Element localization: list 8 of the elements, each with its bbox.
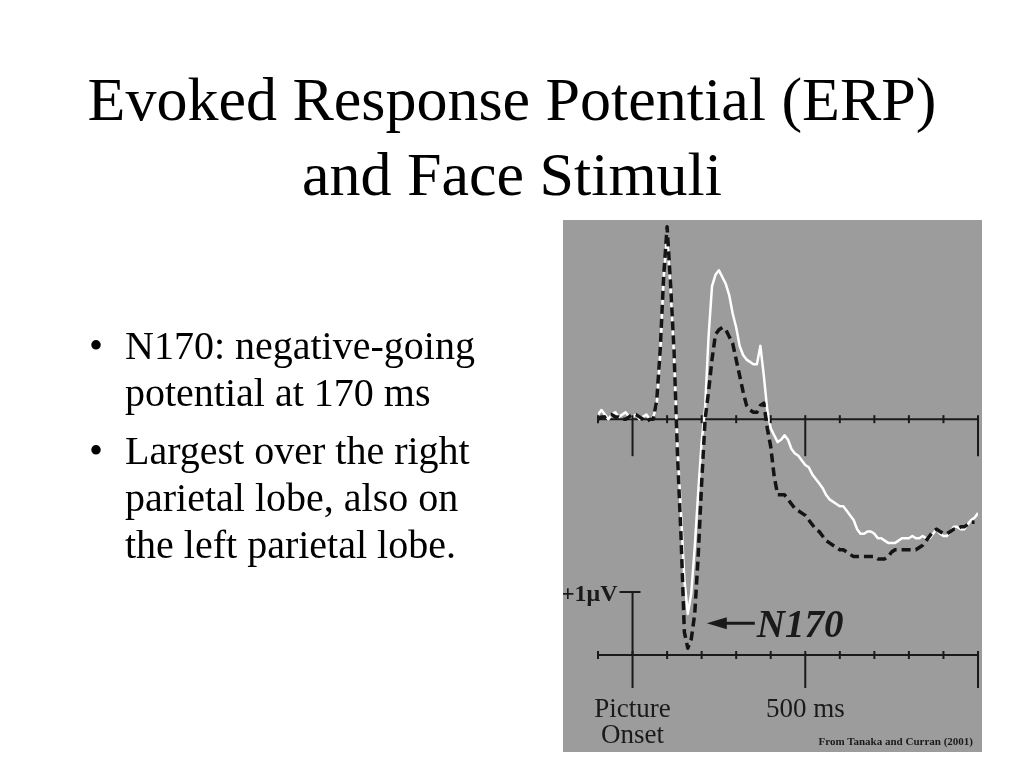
text: • Largest over the right parietal lobe, also on the left parietal lobe. [89, 427, 470, 567]
chart-title: Evoked Response Potential (ERP) and Face Stimuli [86, 64, 938, 210]
annotation: +1μV [560, 580, 619, 606]
x-tick-label: Picture Onset [594, 693, 671, 749]
x-tick-label: 500 ms [765, 693, 845, 723]
text: From Tanaka and Curran (2001) [818, 735, 974, 748]
text: • N170: negative-going potential at 170 ms [89, 322, 475, 415]
annotation: N170 [755, 602, 844, 646]
